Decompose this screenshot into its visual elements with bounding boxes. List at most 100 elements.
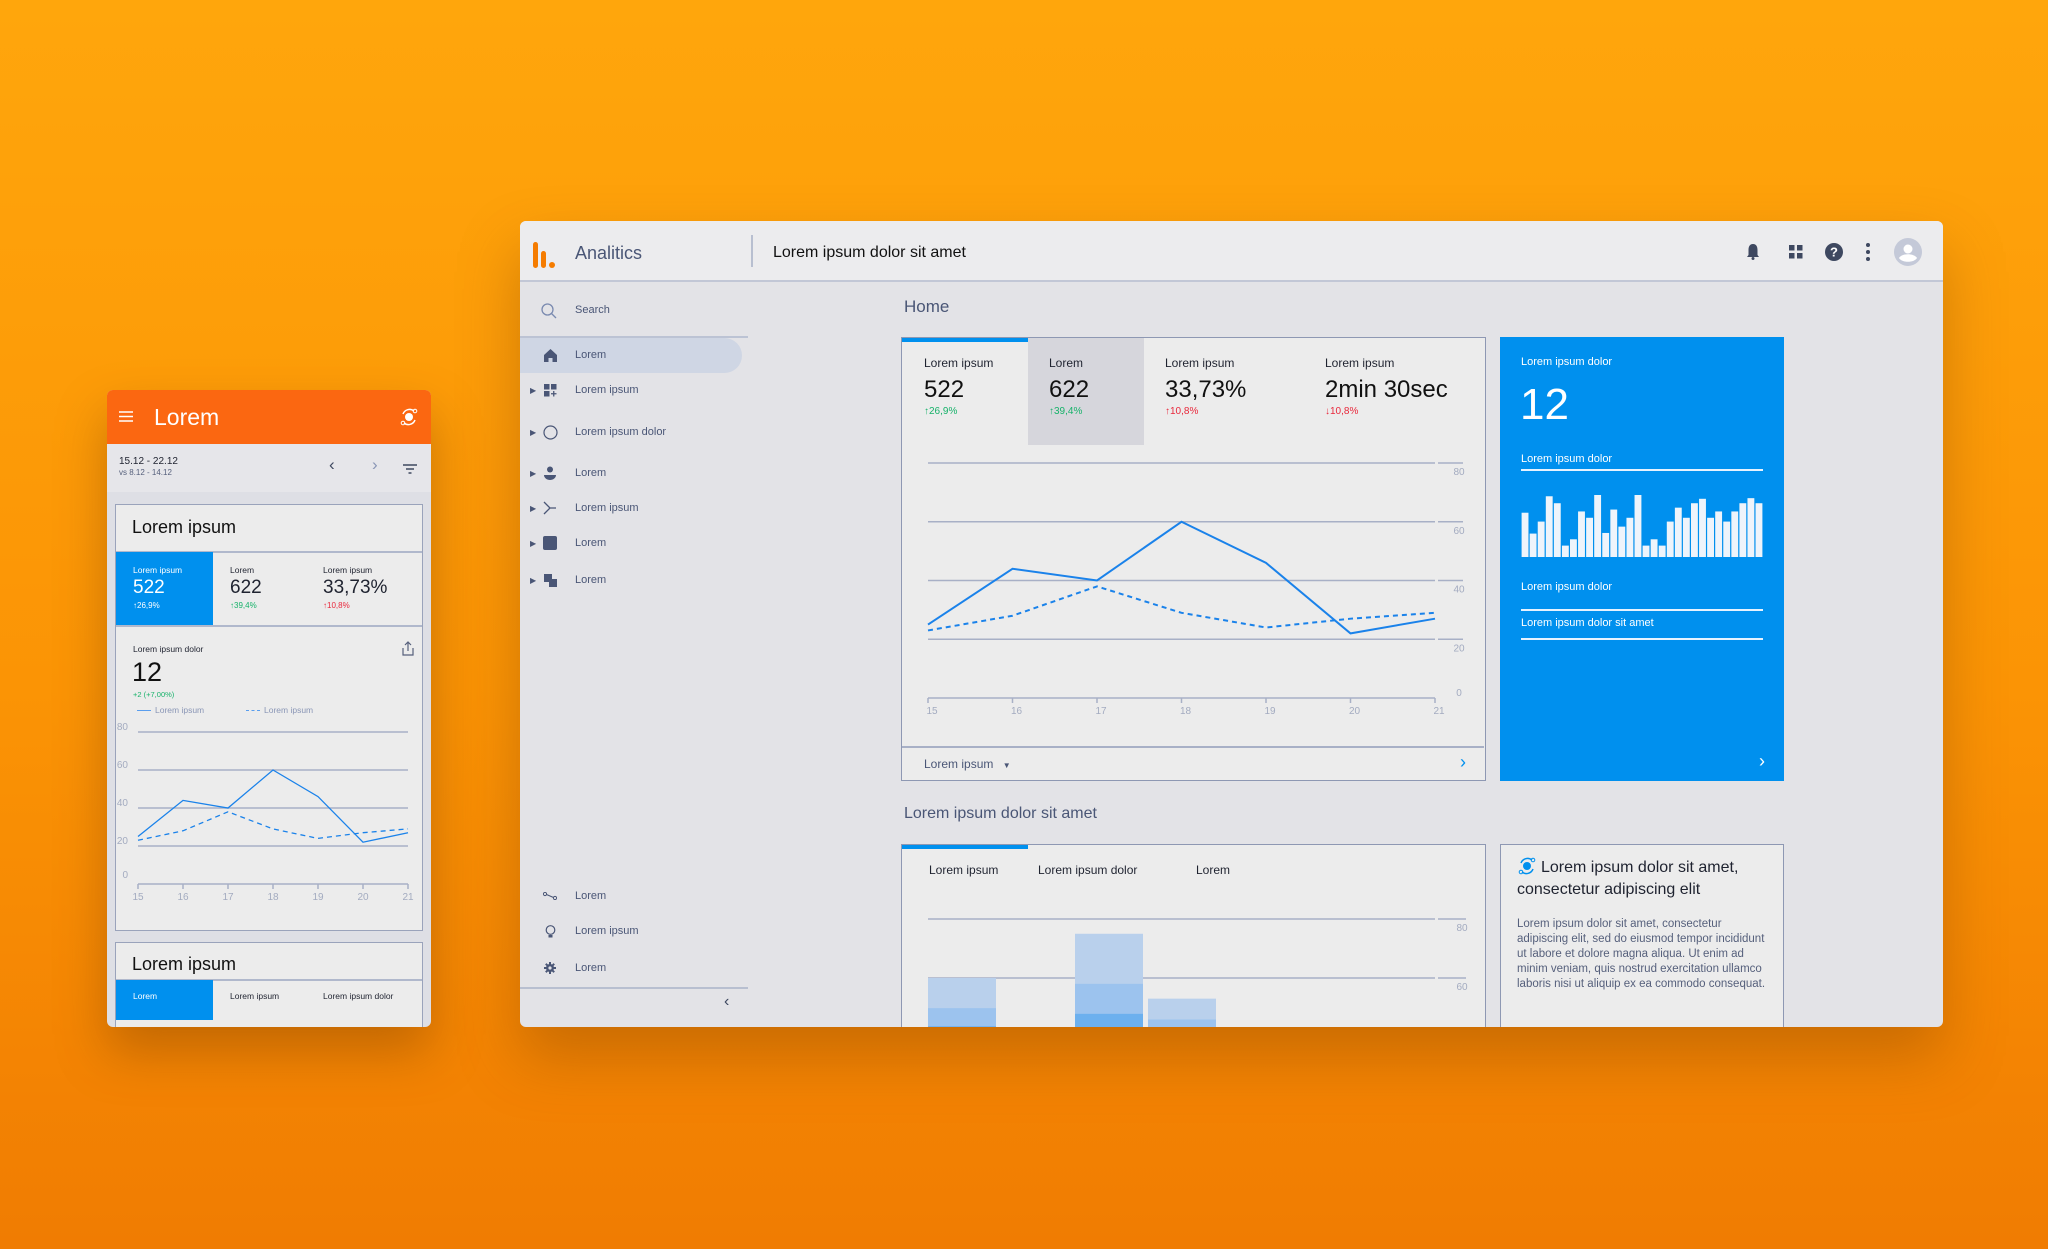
mini-bar — [1626, 517, 1634, 557]
kpi-delta: ↓10,8% — [1325, 406, 1359, 417]
kpi-tile[interactable]: Lorem ipsum 33,73% ↑10,8% — [1165, 356, 1246, 417]
tab-1[interactable]: Lorem ipsum — [929, 863, 999, 877]
page-title: Lorem ipsum dolor sit amet — [773, 244, 966, 261]
sidebar-item-ideas[interactable]: Lorem ipsum — [520, 914, 748, 948]
search-input[interactable]: Search — [575, 304, 610, 316]
sidebar-item-settings[interactable]: Lorem — [520, 951, 748, 985]
more-vert-icon[interactable] — [1866, 243, 1870, 261]
metric-dropdown[interactable]: Lorem ipsum ▼ — [924, 757, 1011, 771]
mini-bar — [1674, 507, 1682, 557]
mini-bar — [1578, 511, 1585, 557]
bell-icon[interactable] — [1746, 243, 1760, 260]
kpi-tile[interactable]: Lorem ipsum 2min 30sec ↓10,8% — [1325, 356, 1448, 417]
kpi-tile[interactable]: Lorem ipsum 522 ↑26,9% — [116, 552, 213, 625]
sidebar-item-label: Lorem ipsum dolor — [575, 426, 667, 438]
sidebar-item-route[interactable]: Lorem — [520, 879, 748, 913]
card-title: Lorem ipsum — [132, 517, 237, 537]
realtime-link[interactable]: Lorem ipsum dolor — [1521, 581, 1613, 593]
kpi-tile[interactable]: Lorem ipsum 522 ↑26,9% — [924, 356, 993, 417]
kpi-delta: ↑39,4% — [1049, 406, 1083, 417]
metric-value: 12 — [132, 657, 163, 687]
legend-label: Lorem ipsum — [264, 705, 314, 715]
tab-3[interactable]: Lorem — [1196, 863, 1231, 877]
sidebar-item-home[interactable]: Lorem — [520, 338, 748, 372]
divider — [116, 551, 422, 553]
expand-arrow-icon[interactable]: ▶ — [530, 538, 537, 548]
route-icon — [542, 888, 558, 904]
tab-2[interactable]: Lorem ipsum dolor — [1038, 863, 1138, 877]
mini-bar — [1553, 503, 1561, 557]
y-tick-label: 60 — [117, 760, 129, 771]
x-tick-label: 19 — [1264, 706, 1276, 717]
tab-2[interactable]: Lorem ipsum — [230, 991, 280, 1001]
sidebar-item-person[interactable]: ▶ Lorem — [520, 456, 748, 490]
dropdown-arrow-icon: ▼ — [1002, 761, 1011, 770]
sidebar-item-merge[interactable]: ▶ Lorem ipsum — [520, 491, 748, 525]
sidebar-item-circle[interactable]: ▶ Lorem ipsum dolor — [520, 415, 748, 449]
x-tick-label: 21 — [402, 892, 414, 903]
search-icon[interactable] — [541, 303, 557, 319]
legend-item: Lorem ipsum — [137, 705, 204, 715]
tab-3[interactable]: Lorem ipsum dolor — [323, 991, 394, 1001]
kpi-value: 33,73% — [1165, 376, 1247, 403]
series-line-1 — [927, 520, 1436, 635]
divider — [1521, 638, 1763, 640]
expand-arrow-icon[interactable]: ▶ — [530, 468, 537, 478]
menu-icon[interactable] — [119, 411, 133, 422]
filter-icon[interactable] — [403, 464, 417, 474]
kpi-tile[interactable]: Lorem 622 ↑39,4% — [1049, 356, 1089, 417]
x-tick-label: 17 — [1095, 706, 1107, 717]
share-icon[interactable] — [402, 641, 414, 656]
kpi-tile[interactable]: Lorem 622 ↑39,4% — [213, 552, 313, 625]
collapse-sidebar-chevron-icon[interactable]: ‹ — [724, 993, 730, 1010]
chevron-right-icon[interactable]: › — [1460, 752, 1466, 772]
mini-bar — [1618, 526, 1626, 557]
card-title: Lorem ipsum — [132, 954, 237, 974]
sidebar-item-label: Lorem ipsum — [575, 502, 639, 514]
y-tick-label: 40 — [117, 798, 129, 809]
chevron-right-icon[interactable]: › — [1759, 751, 1765, 771]
previous-chevron-icon[interactable]: ‹ — [329, 455, 335, 474]
mini-bar — [1747, 498, 1755, 557]
mobile-summary-card: Lorem ipsum Lorem ipsum 522 ↑26,9% Lorem… — [115, 504, 423, 931]
card-footer-divider — [902, 746, 1484, 748]
apps-grid-icon[interactable] — [1789, 245, 1803, 259]
sidebar-item-label: Lorem ipsum — [575, 925, 639, 937]
sidebar-item-dashboards[interactable]: ▶ Lorem ipsum — [520, 373, 748, 407]
x-tick-label: 16 — [177, 892, 189, 903]
divider — [1521, 469, 1763, 471]
hovered-tile-bg — [1028, 338, 1144, 445]
sidebar: Search Lorem ▶ Lorem ipsum ▶ Lorem ipsum… — [520, 282, 748, 1027]
date-range[interactable]: 15.12 - 22.12 — [119, 456, 178, 467]
y-tick-label: 80 — [1456, 923, 1468, 934]
merge-icon — [542, 500, 558, 516]
lightbulb-icon — [542, 923, 558, 939]
account-avatar-icon[interactable] — [1894, 238, 1922, 266]
realtime-sublabel: Lorem ipsum dolor — [1521, 453, 1613, 465]
insights-icon[interactable] — [400, 408, 418, 426]
overview-chart-card: Lorem ipsum 522 ↑26,9% Lorem 622 ↑39,4% … — [901, 337, 1486, 781]
x-tick-label: 17 — [222, 892, 234, 903]
expand-arrow-icon[interactable]: ▶ — [530, 385, 537, 395]
expand-arrow-icon[interactable]: ▶ — [530, 427, 537, 437]
series-line-2 — [927, 585, 1436, 632]
kpi-delta: ↑10,8% — [323, 601, 350, 610]
mobile-app: Lorem 15.12 - 22.12 vs 8.12 - 14.12 ‹ › … — [107, 390, 431, 1027]
next-chevron-icon[interactable]: › — [372, 455, 378, 474]
y-tick-label: 60 — [1453, 526, 1465, 537]
mini-bar — [1545, 496, 1553, 557]
expand-arrow-icon[interactable]: ▶ — [530, 575, 537, 585]
mini-bar — [1642, 545, 1650, 557]
tab-active[interactable]: Lorem — [116, 980, 213, 1020]
realtime-link[interactable]: Lorem ipsum dolor sit amet — [1521, 617, 1654, 629]
sidebar-item-label: Lorem — [575, 574, 607, 586]
kpi-tile[interactable]: Lorem ipsum 33,73% ↑10,8% — [313, 552, 421, 625]
acquisition-card: Lorem ipsum Lorem ipsum dolor Lorem 60 80 — [901, 844, 1486, 1027]
x-tick-label: 18 — [267, 892, 279, 903]
kpi-label: Lorem ipsum — [323, 565, 373, 575]
y-tick-label: 20 — [1453, 643, 1465, 654]
help-icon[interactable]: ? — [1825, 243, 1843, 261]
expand-arrow-icon[interactable]: ▶ — [530, 503, 537, 513]
sidebar-item-layers[interactable]: ▶ Lorem — [520, 563, 748, 597]
sidebar-item-square[interactable]: ▶ Lorem — [520, 526, 748, 560]
